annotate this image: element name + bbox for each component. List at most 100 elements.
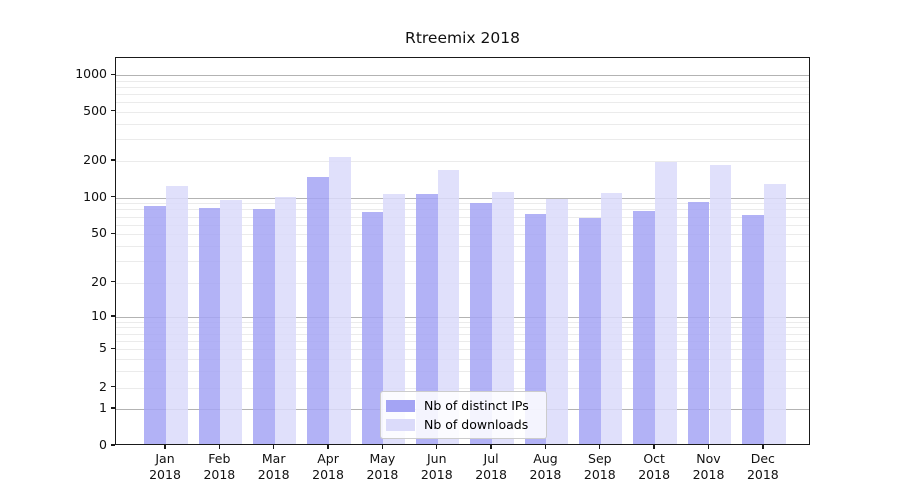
x-tick-label-dec: Dec 2018 bbox=[746, 451, 779, 482]
bar-distinct-ips-nov bbox=[687, 202, 710, 444]
bar-distinct-ips-jul bbox=[470, 203, 493, 444]
legend-swatch-distinct-ips bbox=[386, 399, 415, 412]
legend-entry-downloads: Nb of downloads bbox=[386, 417, 538, 432]
bar-distinct-ips-may bbox=[361, 212, 384, 444]
gridline-minor-90 bbox=[116, 203, 809, 205]
y-tick-label-200: 200 bbox=[83, 152, 107, 167]
y-tick-mark-2 bbox=[111, 386, 115, 388]
gridline-minor-50 bbox=[116, 234, 809, 236]
y-tick-label-1: 1 bbox=[99, 400, 107, 415]
bar-downloads-sep bbox=[600, 193, 623, 444]
bar-downloads-mar bbox=[274, 197, 297, 444]
legend-label-downloads: Nb of downloads bbox=[424, 417, 529, 432]
bar-distinct-ips-sep bbox=[579, 218, 601, 444]
y-tick-label-500: 500 bbox=[83, 102, 107, 118]
y-tick-label-20: 20 bbox=[91, 273, 107, 289]
legend-label-distinct-ips: Nb of distinct IPs bbox=[424, 398, 529, 413]
y-tick-label-10: 10 bbox=[91, 308, 107, 323]
gridline-minor-200 bbox=[116, 161, 809, 162]
gridline-minor-900 bbox=[116, 80, 809, 82]
gridline-minor-6 bbox=[116, 340, 809, 342]
bar-downloads-feb bbox=[220, 199, 243, 444]
chart-title: Rtreemix 2018 bbox=[405, 29, 520, 47]
gridline-minor-3 bbox=[116, 370, 809, 372]
x-tick-mark-jun bbox=[436, 445, 438, 449]
gridline-minor-500 bbox=[116, 111, 809, 113]
y-tick-mark-0 bbox=[111, 444, 115, 446]
bar-distinct-ips-feb bbox=[198, 208, 221, 444]
y-tick-mark-10 bbox=[111, 315, 115, 317]
gridline-minor-30 bbox=[116, 261, 809, 263]
y-tick-label-0: 0 bbox=[99, 437, 107, 452]
gridline-minor-400 bbox=[116, 123, 809, 125]
y-tick-label-100: 100 bbox=[83, 188, 107, 204]
x-tick-mark-oct bbox=[653, 445, 655, 449]
x-tick-mark-mar bbox=[273, 445, 275, 449]
gridline-minor-80 bbox=[116, 209, 809, 211]
x-tick-label-oct: Oct 2018 bbox=[638, 451, 671, 482]
x-tick-mark-may bbox=[381, 445, 384, 449]
bar-distinct-ips-mar bbox=[253, 208, 275, 444]
y-tick-mark-5 bbox=[111, 347, 115, 349]
y-tick-label-50: 50 bbox=[91, 225, 107, 241]
x-tick-label-nov: Nov 2018 bbox=[692, 451, 725, 482]
plot-area: Nb of distinct IPs Nb of downloads bbox=[115, 57, 810, 445]
x-tick-mark-apr bbox=[327, 445, 329, 449]
gridline-minor-4 bbox=[116, 358, 809, 360]
y-tick-mark-1 bbox=[111, 407, 115, 409]
y-tick-mark-20 bbox=[111, 280, 115, 283]
bar-downloads-apr bbox=[329, 157, 351, 444]
bar-distinct-ips-oct bbox=[633, 210, 656, 444]
x-tick-label-may: May 2018 bbox=[366, 451, 399, 482]
gridline-minor-20 bbox=[116, 282, 809, 284]
y-tick-mark-50 bbox=[111, 232, 115, 234]
y-tick-label-1000: 1000 bbox=[75, 66, 107, 82]
x-tick-label-sep: Sep 2018 bbox=[583, 451, 616, 482]
bar-downloads-aug bbox=[546, 198, 569, 444]
x-tick-label-aug: Aug 2018 bbox=[529, 451, 562, 482]
x-tick-mark-sep bbox=[599, 445, 601, 449]
x-tick-mark-jul bbox=[490, 445, 492, 449]
gridline-minor-8 bbox=[116, 327, 809, 329]
x-tick-mark-aug bbox=[544, 445, 547, 449]
bar-downloads-dec bbox=[763, 184, 786, 444]
bar-downloads-jul bbox=[492, 192, 514, 444]
y-tick-label-2: 2 bbox=[99, 378, 107, 394]
gridline-major-1000 bbox=[116, 75, 809, 77]
gridline-minor-9 bbox=[116, 321, 809, 323]
gridline-minor-600 bbox=[116, 102, 809, 104]
x-tick-label-jun: Jun 2018 bbox=[420, 451, 453, 482]
x-tick-mark-nov bbox=[707, 445, 710, 449]
y-tick-label-5: 5 bbox=[99, 340, 107, 356]
x-tick-label-jan: Jan 2018 bbox=[149, 451, 181, 482]
gridline-minor-5 bbox=[116, 349, 809, 351]
bar-distinct-ips-dec bbox=[742, 215, 764, 444]
bar-distinct-ips-jun bbox=[416, 193, 438, 444]
bar-downloads-may bbox=[383, 193, 406, 444]
gridline-major-10 bbox=[116, 317, 809, 318]
bar-downloads-oct bbox=[655, 161, 677, 444]
x-tick-label-jul: Jul 2018 bbox=[475, 451, 507, 482]
bar-distinct-ips-apr bbox=[307, 176, 330, 444]
y-tick-mark-200 bbox=[111, 159, 115, 161]
x-tick-mark-jan bbox=[164, 445, 166, 449]
gridline-minor-7 bbox=[116, 333, 809, 335]
bar-distinct-ips-jan bbox=[144, 205, 166, 444]
x-tick-label-apr: Apr 2018 bbox=[312, 451, 344, 482]
gridline-minor-800 bbox=[116, 87, 809, 89]
bar-downloads-nov bbox=[709, 164, 732, 444]
legend-entry-distinct-ips: Nb of distinct IPs bbox=[386, 398, 538, 413]
gridline-major-100 bbox=[116, 197, 809, 199]
gridline-minor-40 bbox=[116, 246, 809, 248]
y-tick-mark-500 bbox=[111, 110, 115, 112]
y-tick-mark-1000 bbox=[111, 73, 115, 75]
gridline-minor-70 bbox=[116, 216, 809, 218]
legend-swatch-downloads bbox=[386, 418, 415, 431]
gridline-minor-700 bbox=[116, 94, 809, 96]
bar-downloads-jan bbox=[166, 185, 188, 444]
x-tick-label-mar: Mar 2018 bbox=[257, 451, 290, 482]
x-tick-mark-dec bbox=[762, 445, 764, 449]
gridline-minor-2 bbox=[116, 387, 809, 389]
legend: Nb of distinct IPs Nb of downloads bbox=[380, 391, 547, 439]
